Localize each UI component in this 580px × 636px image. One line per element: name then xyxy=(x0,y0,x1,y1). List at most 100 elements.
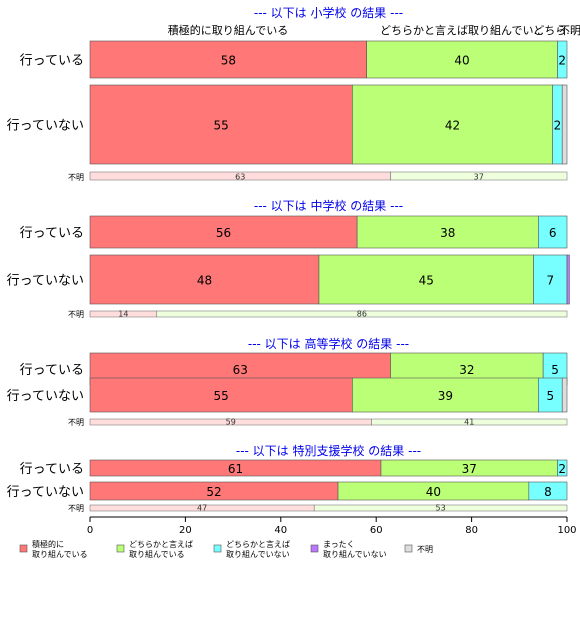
data-label: 32 xyxy=(459,363,474,377)
data-label: 40 xyxy=(454,54,469,68)
row-label: 行っていない xyxy=(7,389,84,404)
data-label: 55 xyxy=(214,389,229,403)
legend-label-line: まったく xyxy=(323,540,355,549)
data-label: 8 xyxy=(544,485,552,499)
section-title: --- 以下は 中学校 の結果 --- xyxy=(254,198,403,213)
bar-segment xyxy=(352,84,553,165)
bar-segment xyxy=(89,215,358,249)
bar-segment xyxy=(557,459,568,477)
data-label: 45 xyxy=(419,274,434,288)
legend-item: 不明 xyxy=(404,544,433,554)
legend-label-line: 取り組んでいる xyxy=(129,549,185,559)
x-tick-label: 0 xyxy=(87,525,93,536)
unknown-data-label: 47 xyxy=(197,504,207,513)
legend-label: どちらかと言えば取り組んでいる xyxy=(129,539,193,559)
x-tick-label: 100 xyxy=(557,525,576,536)
legend-label-line: 取り組んでいる xyxy=(32,549,88,559)
bar-segment xyxy=(89,40,367,79)
unknown-data-label: 41 xyxy=(464,418,474,427)
row-label: 行っている xyxy=(20,226,84,241)
bar-segment xyxy=(557,40,568,79)
row-label: 行っている xyxy=(20,54,84,69)
unknown-data-label: 59 xyxy=(226,418,236,427)
unknown-segment xyxy=(371,418,568,426)
section-title: --- 以下は 小学校 の結果 --- xyxy=(254,5,403,20)
legend-swatch xyxy=(310,544,319,553)
data-label: 2 xyxy=(558,54,566,68)
bar-segment xyxy=(318,254,534,305)
data-label: 37 xyxy=(462,462,477,476)
legend-item: 積極的に取り組んでいる xyxy=(19,539,88,559)
data-label: 48 xyxy=(197,274,212,288)
unknown-row: 不明 14 86 xyxy=(68,310,568,319)
row-label: 行っていない xyxy=(7,274,84,289)
bar-segment xyxy=(356,215,539,249)
top-series-label: どちら... xyxy=(533,24,577,37)
legend-label-line: どちらかと言えば xyxy=(226,539,290,549)
unknown-row: 不明 63 37 xyxy=(68,171,568,182)
data-label: 2 xyxy=(558,462,566,476)
bar-row: 行っていない 55 42 2 xyxy=(7,84,568,165)
unknown-data-label: 86 xyxy=(357,310,367,319)
legend-label: どちらかと言えば取り組んでいない xyxy=(226,539,290,559)
legend-label-line: 積極的に xyxy=(32,539,64,549)
bar-segment xyxy=(566,254,570,305)
data-label: 38 xyxy=(440,226,455,240)
bar-segment xyxy=(89,254,320,305)
legend-swatch xyxy=(404,544,413,553)
legend-label-line: 取り組んでいない xyxy=(323,549,387,559)
row-label: 行っていない xyxy=(7,485,84,500)
legend-label-line: どちらかと言えば xyxy=(129,539,193,549)
row-label: 行っている xyxy=(20,363,84,378)
legend-item: まったく取り組んでいない xyxy=(310,540,387,559)
data-label: 42 xyxy=(445,119,460,133)
data-label: 58 xyxy=(221,54,236,68)
bar-row: 行っている 61 37 2 xyxy=(20,459,568,477)
data-label: 5 xyxy=(546,389,554,403)
legend-label: まったく取り組んでいない xyxy=(323,540,387,559)
data-label: 52 xyxy=(206,485,221,499)
unknown-label: 不明 xyxy=(68,504,84,513)
data-label: 56 xyxy=(216,226,231,240)
unknown-row: 不明 59 41 xyxy=(68,418,568,427)
x-tick-label: 60 xyxy=(370,525,383,536)
legend-swatch xyxy=(213,544,222,553)
section-3: --- 以下は 高等学校 の結果 --- 行っている 63 32 5 行っていない 55 39… xyxy=(7,336,568,427)
x-tick-label: 80 xyxy=(465,525,478,536)
x-axis: 0 20 40 60 80 100 xyxy=(87,516,577,536)
section-title: --- 以下は 高等学校 の結果 --- xyxy=(248,336,409,351)
bar-row: 行っていない 52 40 8 xyxy=(7,481,568,501)
top-series-label: どちらかと言えば取り組んでい... xyxy=(380,24,544,37)
data-label: 61 xyxy=(228,462,243,476)
unknown-label: 不明 xyxy=(68,310,84,319)
legend-label: 不明 xyxy=(417,545,433,554)
bar-row: 行っていない 48 45 7 xyxy=(7,254,570,305)
bar-segment xyxy=(561,377,568,413)
bar-row: 行っている 56 38 6 xyxy=(20,215,568,249)
data-label: 39 xyxy=(438,389,453,403)
legend-swatch xyxy=(19,544,28,553)
legend-label-line: 取り組んでいない xyxy=(226,549,290,559)
data-label: 63 xyxy=(233,363,248,377)
section-1: --- 以下は 小学校 の結果 --- 行っている 58 40 2 行っていない 55 42 2… xyxy=(7,5,568,182)
bar-row: 行っていない 55 39 5 xyxy=(7,377,568,413)
unknown-segment xyxy=(390,171,568,181)
bar-segment xyxy=(366,40,558,79)
unknown-label: 不明 xyxy=(68,173,84,182)
data-label: 2 xyxy=(554,119,562,133)
legend-label: 積極的に取り組んでいる xyxy=(32,539,88,559)
row-label: 行っている xyxy=(20,462,84,477)
unknown-data-label: 63 xyxy=(235,173,245,182)
legend-swatch xyxy=(116,544,125,553)
data-label: 6 xyxy=(549,226,557,240)
top-series-label: 積極的に取り組んでいる xyxy=(168,23,288,37)
legend-label-line: 不明 xyxy=(417,545,433,554)
unknown-segment xyxy=(156,310,568,318)
unknown-label: 不明 xyxy=(68,418,84,427)
x-tick-label: 20 xyxy=(179,525,192,536)
section-2: --- 以下は 中学校 の結果 --- 行っている 56 38 6 行っていない 48 45 7… xyxy=(7,198,570,319)
bar-segment xyxy=(528,481,568,501)
bar-segment xyxy=(89,377,353,413)
legend-item: どちらかと言えば取り組んでいる xyxy=(116,539,193,559)
bar-segment xyxy=(533,254,568,305)
